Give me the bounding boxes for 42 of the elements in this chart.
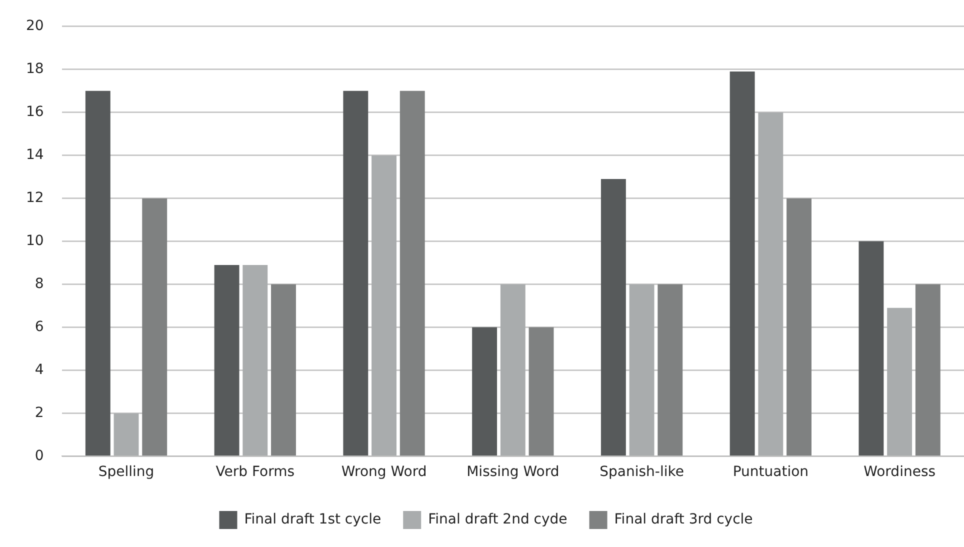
bar bbox=[400, 90, 425, 456]
bar bbox=[629, 284, 654, 456]
bar bbox=[858, 241, 884, 456]
bar bbox=[528, 327, 554, 456]
bar bbox=[242, 264, 268, 456]
y-tick-label: 4 bbox=[34, 362, 44, 378]
bar bbox=[142, 198, 168, 456]
y-tick-label: 6 bbox=[34, 318, 44, 335]
bar bbox=[730, 72, 755, 456]
x-tick-label: Wordiness bbox=[864, 464, 936, 480]
bar bbox=[472, 327, 498, 456]
bar bbox=[758, 112, 784, 456]
bar bbox=[658, 284, 683, 456]
bar bbox=[600, 178, 626, 456]
y-tick-label: 20 bbox=[26, 18, 44, 34]
bar bbox=[343, 90, 368, 456]
y-tick-label: 2 bbox=[34, 404, 44, 421]
y-tick-label: 0 bbox=[34, 448, 44, 464]
bar bbox=[214, 264, 240, 456]
bar bbox=[271, 284, 296, 456]
y-tick-label: 14 bbox=[26, 146, 44, 163]
bar bbox=[786, 198, 812, 456]
x-tick-label: Spanish-like bbox=[600, 464, 684, 480]
y-tick-label: 16 bbox=[26, 104, 44, 120]
legend-label: Final draft 3rd cycle bbox=[614, 512, 753, 528]
bar bbox=[500, 284, 526, 456]
bar bbox=[915, 284, 940, 456]
bar bbox=[114, 413, 139, 456]
y-tick-label: 12 bbox=[26, 190, 44, 206]
bar bbox=[887, 308, 912, 456]
bar bbox=[372, 155, 396, 456]
x-tick-label: Wrong Word bbox=[341, 464, 427, 480]
y-tick-label: 18 bbox=[26, 61, 44, 78]
x-tick-label: Puntuation bbox=[732, 464, 809, 480]
legend-label: Final draft 2nd cyde bbox=[428, 512, 568, 528]
bar bbox=[85, 90, 110, 456]
legend-label: Final draft 1st cycle bbox=[244, 512, 382, 528]
y-tick-label: 10 bbox=[26, 232, 44, 249]
x-tick-label: Spelling bbox=[98, 464, 154, 480]
y-tick-label: 8 bbox=[34, 276, 44, 292]
x-tick-label: Missing Word bbox=[466, 464, 560, 480]
x-tick-label: Verb Forms bbox=[216, 464, 295, 480]
